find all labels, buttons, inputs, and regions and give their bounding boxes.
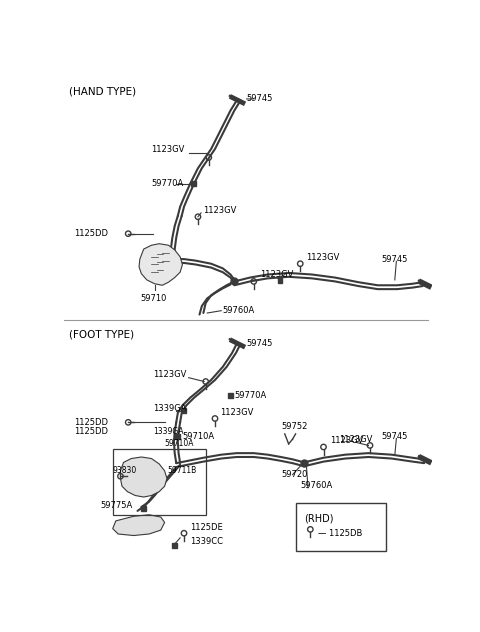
Text: 1123GV: 1123GV — [153, 370, 186, 379]
Text: 59770A: 59770A — [152, 179, 184, 188]
Text: 59710A: 59710A — [165, 439, 194, 447]
Bar — [176, 434, 180, 439]
Bar — [278, 278, 282, 283]
Text: 59745: 59745 — [382, 255, 408, 264]
Text: 59711B: 59711B — [167, 466, 196, 475]
Bar — [191, 181, 196, 186]
Text: 59745: 59745 — [382, 432, 408, 441]
Text: 59745: 59745 — [246, 94, 272, 104]
Text: 1339GA: 1339GA — [153, 427, 183, 436]
Text: 1123GV: 1123GV — [204, 206, 237, 215]
Text: (HAND TYPE): (HAND TYPE) — [69, 87, 136, 97]
Text: 59745: 59745 — [246, 339, 272, 348]
Polygon shape — [113, 514, 165, 535]
Text: 59770A: 59770A — [234, 391, 266, 400]
Text: 1123GV: 1123GV — [260, 270, 293, 279]
Text: 1123GV: 1123GV — [339, 435, 372, 444]
Text: 93830: 93830 — [113, 466, 137, 475]
Bar — [172, 544, 177, 548]
Text: 59760A: 59760A — [223, 306, 255, 315]
Text: 59752: 59752 — [281, 422, 307, 430]
Polygon shape — [120, 457, 167, 497]
Text: — 1125DB: — 1125DB — [318, 530, 362, 538]
Text: 59720: 59720 — [281, 470, 307, 479]
Text: 59775A: 59775A — [100, 501, 132, 510]
Bar — [181, 408, 186, 413]
Text: 1123GV: 1123GV — [306, 253, 340, 262]
Bar — [296, 503, 385, 551]
Bar — [142, 506, 146, 511]
Text: 1125DE: 1125DE — [190, 523, 223, 532]
Text: 59710: 59710 — [141, 294, 167, 303]
Text: 1339CC: 1339CC — [190, 537, 223, 546]
Bar — [228, 393, 233, 398]
Text: 59760A: 59760A — [300, 481, 333, 490]
Text: 1123GV: 1123GV — [152, 145, 185, 154]
Text: 1125DD: 1125DD — [74, 229, 108, 238]
Text: 1123GV: 1123GV — [330, 436, 363, 446]
Bar — [113, 449, 206, 514]
Text: 59710A: 59710A — [182, 432, 215, 441]
Text: 1125DD: 1125DD — [74, 418, 108, 427]
Polygon shape — [139, 244, 182, 285]
Text: 1339GA: 1339GA — [153, 404, 187, 413]
Text: 1123GV: 1123GV — [220, 408, 254, 417]
Text: (RHD): (RHD) — [304, 514, 334, 524]
Text: (FOOT TYPE): (FOOT TYPE) — [69, 330, 134, 340]
Text: 1125DD: 1125DD — [74, 427, 108, 436]
